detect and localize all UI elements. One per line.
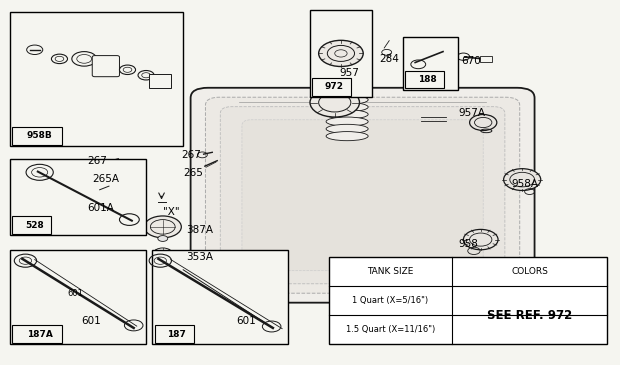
Bar [12,326,62,343]
Ellipse shape [326,117,368,126]
Text: 187A: 187A [27,330,53,339]
Text: 972: 972 [325,82,344,91]
Ellipse shape [326,103,368,112]
Text: SEE REF. 972: SEE REF. 972 [487,309,572,322]
Text: 267: 267 [181,150,202,160]
Bar [403,37,458,90]
Text: 958: 958 [458,239,479,249]
Text: 1.5 Quart (X=11/16"): 1.5 Quart (X=11/16") [346,325,435,334]
Text: "X": "X" [164,207,180,216]
Text: COLORS: COLORS [511,267,548,276]
Ellipse shape [326,132,368,141]
Ellipse shape [324,71,370,85]
Bar [329,257,607,344]
Text: 670: 670 [461,56,481,66]
Circle shape [144,216,181,238]
Bar [310,10,372,97]
FancyBboxPatch shape [220,107,505,284]
FancyBboxPatch shape [190,88,534,303]
Bar [10,159,146,235]
Circle shape [469,115,497,131]
Text: 265A: 265A [92,174,119,184]
Bar [10,250,146,344]
Circle shape [463,230,498,250]
Text: 528: 528 [25,220,44,230]
Bar [155,326,193,343]
Text: 387A: 387A [186,226,213,235]
Bar [10,12,183,146]
Text: eReplacementParts.com: eReplacementParts.com [259,187,386,197]
Bar [312,78,352,96]
Text: 1 Quart (X=5/16"): 1 Quart (X=5/16") [352,296,428,305]
Text: 188: 188 [418,75,436,84]
Bar [405,71,445,88]
Ellipse shape [331,73,363,82]
Text: 601: 601 [236,316,255,326]
Text: 284: 284 [379,54,399,64]
Text: 958B: 958B [27,131,53,141]
Circle shape [319,40,363,66]
FancyBboxPatch shape [205,97,520,293]
Text: 187: 187 [167,330,186,339]
Text: 601A: 601A [87,203,114,213]
Bar [153,250,288,344]
FancyBboxPatch shape [242,120,483,271]
Bar [12,127,62,145]
Text: 957A: 957A [458,108,485,118]
Text: 267: 267 [87,156,107,166]
Ellipse shape [326,95,368,104]
Circle shape [158,235,168,241]
Text: 601: 601 [67,289,83,298]
Text: TANK SIZE: TANK SIZE [367,267,414,276]
Ellipse shape [326,124,368,134]
Bar [149,74,171,88]
Circle shape [503,169,541,191]
Bar [12,216,51,234]
Text: 957: 957 [340,68,360,78]
Circle shape [310,88,360,117]
Text: 601: 601 [81,316,101,326]
Bar [480,56,492,62]
Text: 265: 265 [183,168,203,178]
Text: 958A: 958A [511,179,538,189]
Ellipse shape [326,110,368,119]
FancyBboxPatch shape [92,55,120,77]
Text: 353A: 353A [186,252,213,262]
